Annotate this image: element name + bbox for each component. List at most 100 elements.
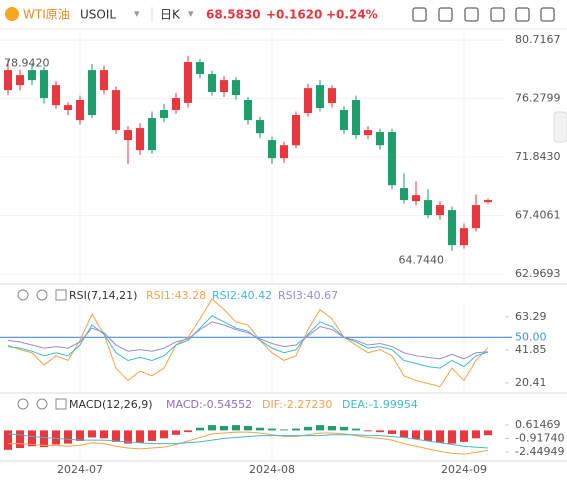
dropdown-arrow[interactable]: ▾ — [188, 7, 194, 20]
candle-body — [304, 88, 312, 114]
histogram-bar — [184, 430, 192, 433]
settings-icon[interactable] — [36, 289, 48, 301]
histogram-bar — [376, 430, 384, 433]
indicator-line — [7, 321, 489, 360]
histogram-bar — [160, 430, 168, 439]
histogram-bar — [88, 430, 96, 438]
histogram-bar — [364, 430, 372, 432]
dropdown-arrow[interactable]: ▾ — [134, 7, 140, 20]
candle-body — [64, 105, 72, 111]
histogram-bar — [220, 425, 228, 431]
y-tick-label: 41.85 — [515, 343, 547, 356]
histogram-bar — [244, 425, 252, 431]
tool-button[interactable] — [464, 7, 479, 22]
rsi-header: RSI(7,14,21) — [17, 289, 137, 302]
histogram-bar — [400, 430, 408, 438]
histogram-bar — [460, 430, 468, 442]
y-tick-label: 71.8430 — [515, 150, 561, 163]
candle-body — [88, 70, 96, 116]
candle-body — [28, 70, 36, 81]
histogram-bar — [388, 430, 396, 434]
candle-body — [364, 130, 372, 136]
candle-body — [208, 74, 216, 92]
histogram-bar — [256, 427, 264, 431]
y-tick-label: 62.9693 — [515, 267, 561, 280]
candle-body — [16, 75, 24, 86]
histogram-bar — [52, 430, 60, 445]
histogram-bar — [172, 430, 180, 435]
candle-body — [100, 70, 108, 91]
histogram-bar — [328, 425, 336, 431]
candle-body — [4, 70, 12, 91]
symbol-icon — [5, 7, 19, 21]
y-tick-label: -2.44949 — [515, 445, 564, 458]
candle-body — [124, 130, 132, 141]
candle-body — [400, 188, 408, 201]
candle-body — [376, 132, 384, 146]
panel-icon[interactable] — [55, 289, 67, 301]
candle-body — [352, 100, 360, 136]
tool-button[interactable] — [515, 7, 530, 22]
candle-body — [136, 128, 144, 151]
y-tick-label: 0.61469 — [515, 418, 561, 431]
tool-button[interactable] — [540, 7, 555, 22]
toolbar — [412, 7, 555, 22]
eye-icon[interactable] — [17, 398, 29, 410]
y-tick-label: 20.41 — [515, 376, 547, 389]
legend-entry: RSI3:40.67 — [278, 289, 338, 302]
tool-button[interactable] — [438, 7, 453, 22]
candle-body — [220, 80, 228, 92]
settings-icon[interactable] — [36, 398, 48, 410]
price: 68.5830 — [206, 8, 261, 22]
histogram-bar — [484, 430, 492, 436]
histogram-bar — [424, 430, 432, 441]
legend-entry: DEA:-1.99954 — [342, 398, 418, 411]
histogram-bar — [268, 428, 276, 431]
change-pct: +0.24% — [326, 8, 378, 22]
tool-button[interactable] — [412, 7, 427, 22]
candle-body — [484, 200, 492, 203]
candle-body — [472, 205, 480, 229]
histogram-bar — [292, 428, 300, 431]
candle-body — [244, 100, 252, 121]
candle-body — [112, 90, 120, 131]
candle-body — [316, 85, 324, 109]
candle-body — [424, 200, 432, 216]
y-tick-label: 80.7167 — [515, 33, 561, 46]
y-tick-label: 67.4061 — [515, 209, 561, 222]
indicator-name: MACD(12,26,9) — [69, 398, 153, 411]
panel-icon[interactable] — [55, 398, 67, 410]
candle-body — [196, 62, 204, 75]
histogram-bar — [76, 430, 84, 441]
histogram-bar — [472, 430, 480, 439]
histogram-bar — [136, 430, 144, 443]
candle-body — [412, 195, 420, 202]
period[interactable]: 日K — [160, 8, 181, 22]
candle-body — [148, 118, 156, 151]
legend-entry: RSI1:43.28 — [146, 289, 206, 302]
histogram-bar — [412, 430, 420, 440]
eye-icon[interactable] — [17, 289, 29, 301]
tool-button[interactable] — [490, 7, 505, 22]
candle-body — [76, 100, 84, 121]
candle-body — [448, 210, 456, 246]
annotation: 64.7440 — [399, 254, 445, 267]
candle-body — [268, 140, 276, 159]
symbol-code: USOIL — [80, 8, 116, 22]
candle-body — [160, 110, 168, 119]
histogram-bar — [448, 430, 456, 444]
y-tick-label: 76.2799 — [515, 92, 561, 105]
histogram-bar — [436, 430, 444, 443]
histogram-bar — [28, 430, 36, 447]
side-toggle[interactable] — [553, 111, 567, 143]
indicator-line — [7, 315, 489, 369]
x-tick-label: 2024-07 — [57, 463, 103, 476]
indicator-line — [7, 298, 489, 388]
histogram-bar — [4, 430, 12, 450]
candle-body — [292, 115, 300, 146]
candle-body — [460, 228, 468, 246]
candle-body — [232, 80, 240, 95]
histogram-bar — [232, 425, 240, 431]
macd-header: MACD(12,26,9) — [17, 398, 153, 411]
